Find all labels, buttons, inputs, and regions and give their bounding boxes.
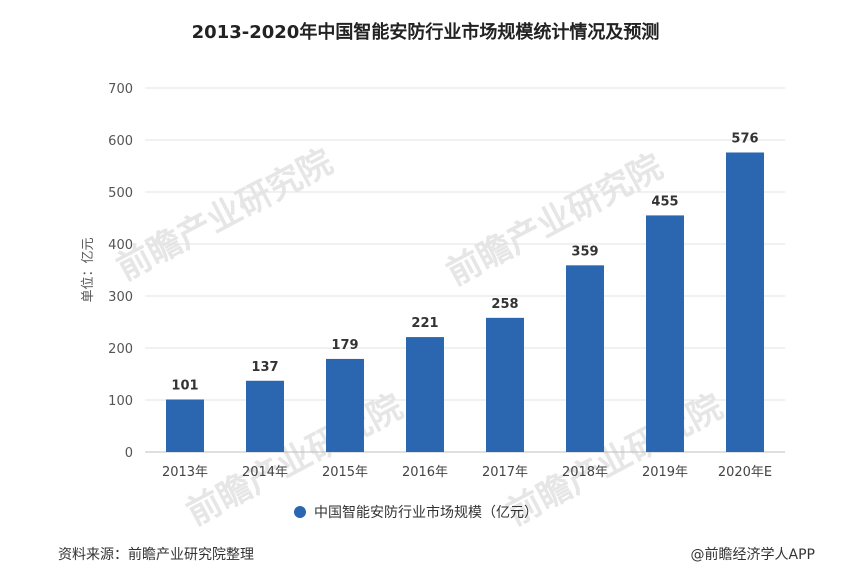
x-tick-label: 2015年 bbox=[322, 465, 368, 480]
x-tick-label: 2018年 bbox=[562, 465, 608, 480]
data-label: 179 bbox=[331, 338, 358, 353]
watermark-text: 前瞻产业研究院 bbox=[440, 147, 669, 294]
legend-label: 中国智能安防行业市场规模（亿元） bbox=[314, 504, 538, 521]
bar bbox=[326, 358, 364, 452]
x-tick-label: 2020年E bbox=[718, 465, 772, 480]
y-axis-ticks: 0 100 200 300 400 500 600 700 bbox=[108, 82, 133, 461]
bar bbox=[566, 265, 604, 452]
y-tick-label: 100 bbox=[108, 394, 133, 409]
y-tick-label: 0 bbox=[125, 446, 133, 461]
bar bbox=[406, 337, 444, 452]
y-tick-label: 700 bbox=[108, 82, 133, 97]
x-tick-label: 2014年 bbox=[242, 465, 288, 480]
data-label: 359 bbox=[571, 244, 598, 259]
bar bbox=[166, 399, 204, 452]
y-tick-label: 300 bbox=[108, 290, 133, 305]
data-label: 576 bbox=[731, 131, 758, 146]
data-labels: 101 137 179 221 258 359 455 576 bbox=[171, 131, 758, 393]
y-tick-label: 200 bbox=[108, 342, 133, 357]
x-tick-label: 2017年 bbox=[482, 465, 528, 480]
chart-title: 2013-2020年中国智能安防行业市场规模统计情况及预测 bbox=[191, 22, 660, 43]
bar bbox=[646, 215, 684, 452]
y-axis-label: 单位：亿元 bbox=[81, 237, 96, 302]
x-tick-label: 2019年 bbox=[642, 465, 688, 480]
y-tick-label: 600 bbox=[108, 134, 133, 149]
data-label: 455 bbox=[651, 194, 678, 209]
x-tick-label: 2013年 bbox=[162, 465, 208, 480]
y-tick-label: 400 bbox=[108, 238, 133, 253]
credit-note: @前瞻经济学人APP bbox=[690, 547, 815, 563]
data-label: 221 bbox=[411, 316, 438, 331]
watermark-text: 前瞻产业研究院 bbox=[110, 142, 339, 289]
data-label: 258 bbox=[491, 297, 518, 312]
y-tick-label: 500 bbox=[108, 186, 133, 201]
bar bbox=[726, 152, 764, 453]
legend-marker bbox=[294, 506, 306, 518]
source-note: 资料来源：前瞻产业研究院整理 bbox=[58, 547, 254, 563]
x-axis-ticks: 2013年 2014年 2015年 2016年 2017年 2018年 2019年 2020年… bbox=[162, 465, 772, 480]
bars bbox=[166, 152, 764, 453]
legend: 中国智能安防行业市场规模（亿元） bbox=[294, 504, 538, 521]
x-tick-label: 2016年 bbox=[402, 465, 448, 480]
data-label: 101 bbox=[171, 378, 198, 393]
data-label: 137 bbox=[251, 360, 278, 375]
bar bbox=[246, 380, 284, 452]
bar bbox=[486, 317, 524, 452]
